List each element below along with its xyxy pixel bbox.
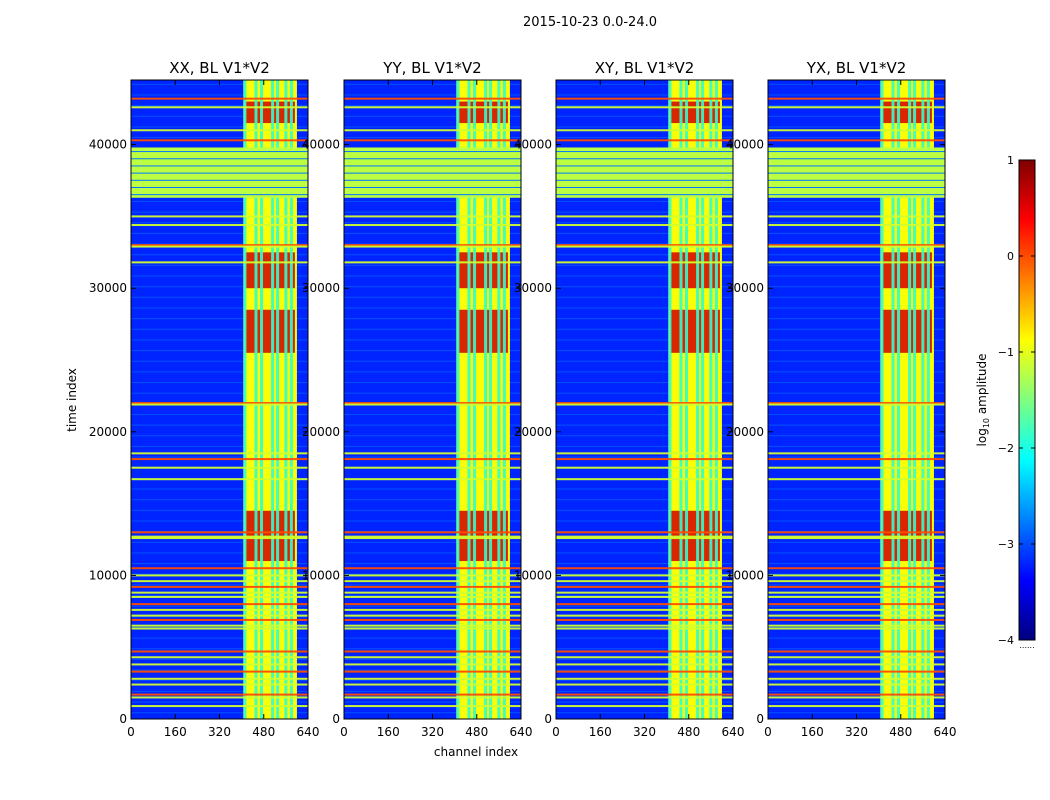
x-tick-label: 160	[377, 725, 400, 739]
panel-3: XY, BL V1*V2 0 160 320 480 640 0 10000 20000 3000…	[514, 59, 745, 739]
colorbar-bar	[1018, 159, 1036, 641]
y-tick-label: 0	[756, 712, 764, 726]
panels: XX, BL V1*V2 0 160 320 480 640 0 10000 20000 3000…	[89, 59, 957, 739]
panel-title: XY, BL V1*V2	[595, 59, 695, 77]
colorbar-tick-label: 0	[1007, 250, 1014, 263]
y-tick-label: 40000	[302, 138, 340, 152]
x-tick-label: 640	[510, 725, 533, 739]
colorbar-tick-label: −1	[998, 346, 1014, 359]
y-tick-label: 40000	[514, 138, 552, 152]
x-tick-label: 480	[465, 725, 488, 739]
y-tick-label: 20000	[302, 425, 340, 439]
x-tick-label: 320	[208, 725, 231, 739]
y-tick-label: 10000	[302, 568, 340, 582]
y-tick-label: 0	[332, 712, 340, 726]
y-tick-label: 30000	[726, 281, 764, 295]
colorbar-tick-label: 1	[1007, 154, 1014, 167]
x-tick-label: 480	[677, 725, 700, 739]
figure-suptitle: 2015-10-23 0.0-24.0	[523, 15, 657, 30]
x-tick-label: 0	[552, 725, 560, 739]
x-tick-label: 480	[252, 725, 275, 739]
y-tick-label: 30000	[514, 281, 552, 295]
heatmap-image	[131, 80, 308, 719]
y-tick-label: 30000	[89, 281, 127, 295]
x-tick-label: 160	[801, 725, 824, 739]
panel-4: YX, BL V1*V2 0 160 320 480 640 0 10000 20000 3000…	[726, 59, 957, 739]
colorbar: 1 0 −1 −2 −3 −4 log10 amplitude......	[975, 154, 1036, 650]
y-tick-label: 20000	[726, 425, 764, 439]
y-tick-label: 10000	[514, 568, 552, 582]
x-axis-label: channel index	[434, 745, 518, 759]
y-tick-label: 40000	[726, 138, 764, 152]
panel-title: YY, BL V1*V2	[382, 59, 481, 77]
heatmap-image	[556, 80, 733, 719]
y-tick-label: 20000	[514, 425, 552, 439]
y-tick-label: 40000	[89, 138, 127, 152]
y-tick-label: 10000	[89, 568, 127, 582]
colorbar-label: log10 amplitude	[975, 354, 991, 447]
x-tick-label: 0	[340, 725, 348, 739]
colorbar-footer: ......	[1019, 641, 1034, 650]
panel-title: YX, BL V1*V2	[806, 59, 907, 77]
x-tick-label: 640	[722, 725, 745, 739]
heatmap-image	[344, 80, 521, 719]
x-tick-label: 320	[845, 725, 868, 739]
x-tick-label: 0	[127, 725, 135, 739]
x-tick-label: 0	[764, 725, 772, 739]
heatmap-image	[768, 80, 945, 719]
x-tick-label: 640	[297, 725, 320, 739]
x-tick-label: 320	[421, 725, 444, 739]
colorbar-tick-label: −4	[998, 634, 1014, 647]
y-tick-label: 20000	[89, 425, 127, 439]
panel-2: YY, BL V1*V2 0 160 320 480 640 0 10000 20000 3000…	[302, 59, 533, 739]
panel-1: XX, BL V1*V2 0 160 320 480 640 0 10000 20000 3000…	[89, 59, 320, 739]
x-tick-label: 160	[164, 725, 187, 739]
colorbar-tick-label: −3	[998, 538, 1014, 551]
colorbar-tick-label: −2	[998, 442, 1014, 455]
x-tick-label: 480	[889, 725, 912, 739]
y-tick-label: 0	[119, 712, 127, 726]
y-tick-label: 10000	[726, 568, 764, 582]
x-tick-label: 640	[934, 725, 957, 739]
panel-title: XX, BL V1*V2	[169, 59, 270, 77]
x-tick-label: 160	[589, 725, 612, 739]
y-tick-label: 30000	[302, 281, 340, 295]
y-tick-label: 0	[544, 712, 552, 726]
x-tick-label: 320	[633, 725, 656, 739]
y-axis-label: time index	[65, 368, 79, 432]
